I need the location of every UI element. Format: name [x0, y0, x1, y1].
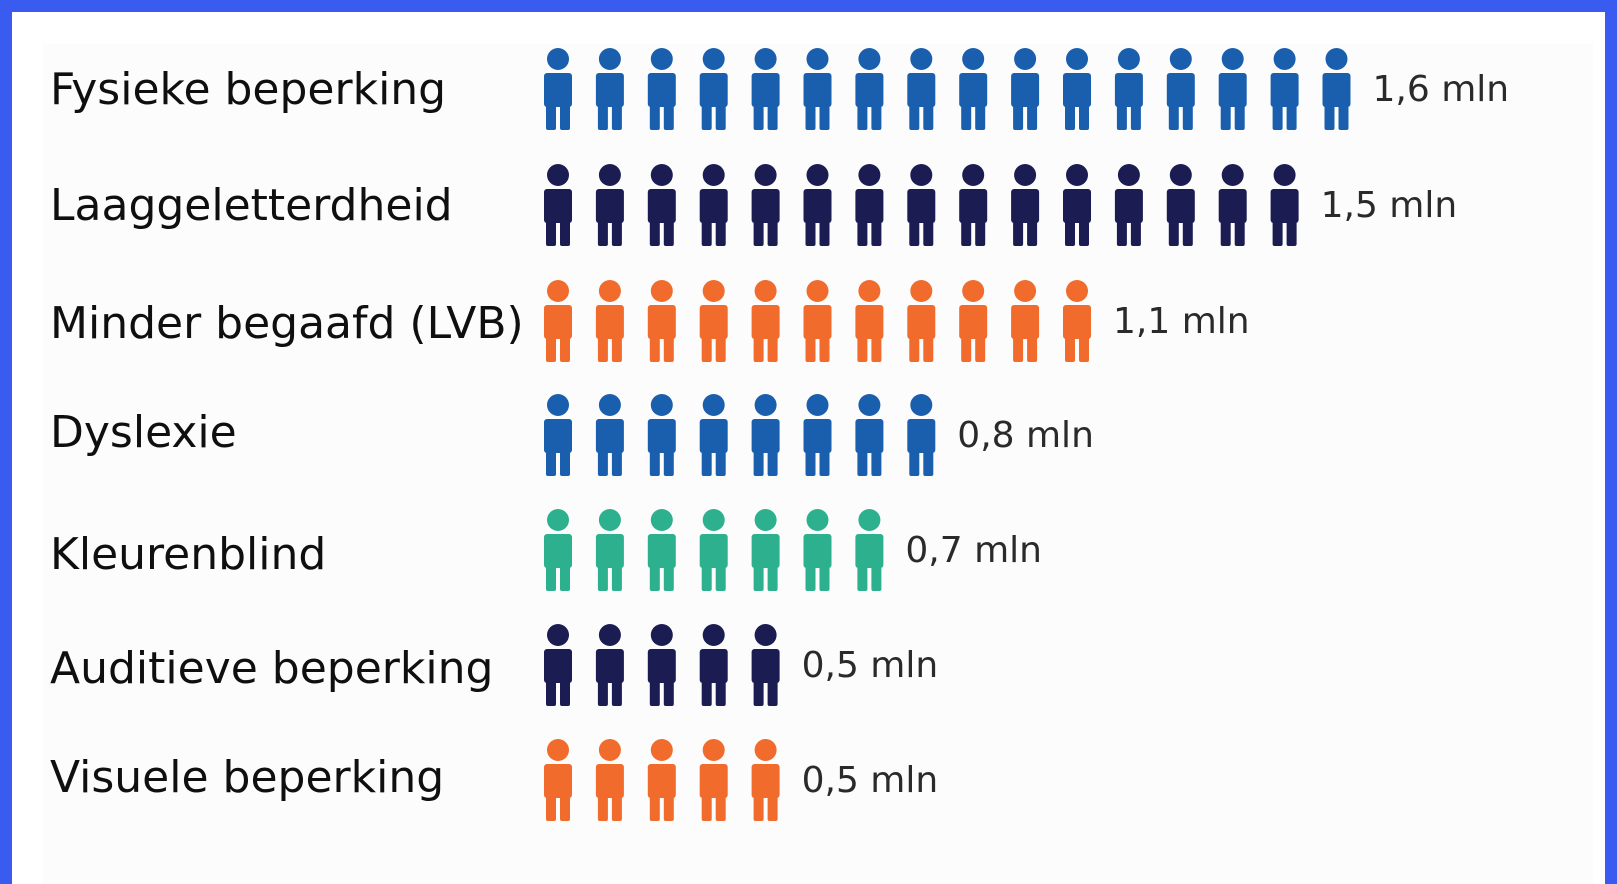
category-label: Kleurenblind — [50, 533, 326, 577]
category-label: Laaggeletterdheid — [50, 184, 453, 228]
category-label: Auditieve beperking — [50, 647, 493, 691]
value-label: 0,5 mln — [802, 648, 939, 684]
value-label: 0,7 mln — [905, 533, 1042, 569]
value-label: 1,6 mln — [1373, 72, 1510, 108]
category-label: Dyslexie — [50, 411, 237, 455]
category-label: Fysieke beperking — [50, 68, 446, 112]
category-label: Visuele beperking — [50, 756, 444, 800]
value-label: 1,5 mln — [1321, 188, 1458, 224]
value-label: 0,8 mln — [957, 418, 1094, 454]
category-label: Minder begaafd (LVB) — [50, 302, 524, 346]
value-label: 0,5 mln — [802, 763, 939, 799]
value-label: 1,1 mln — [1113, 304, 1250, 340]
